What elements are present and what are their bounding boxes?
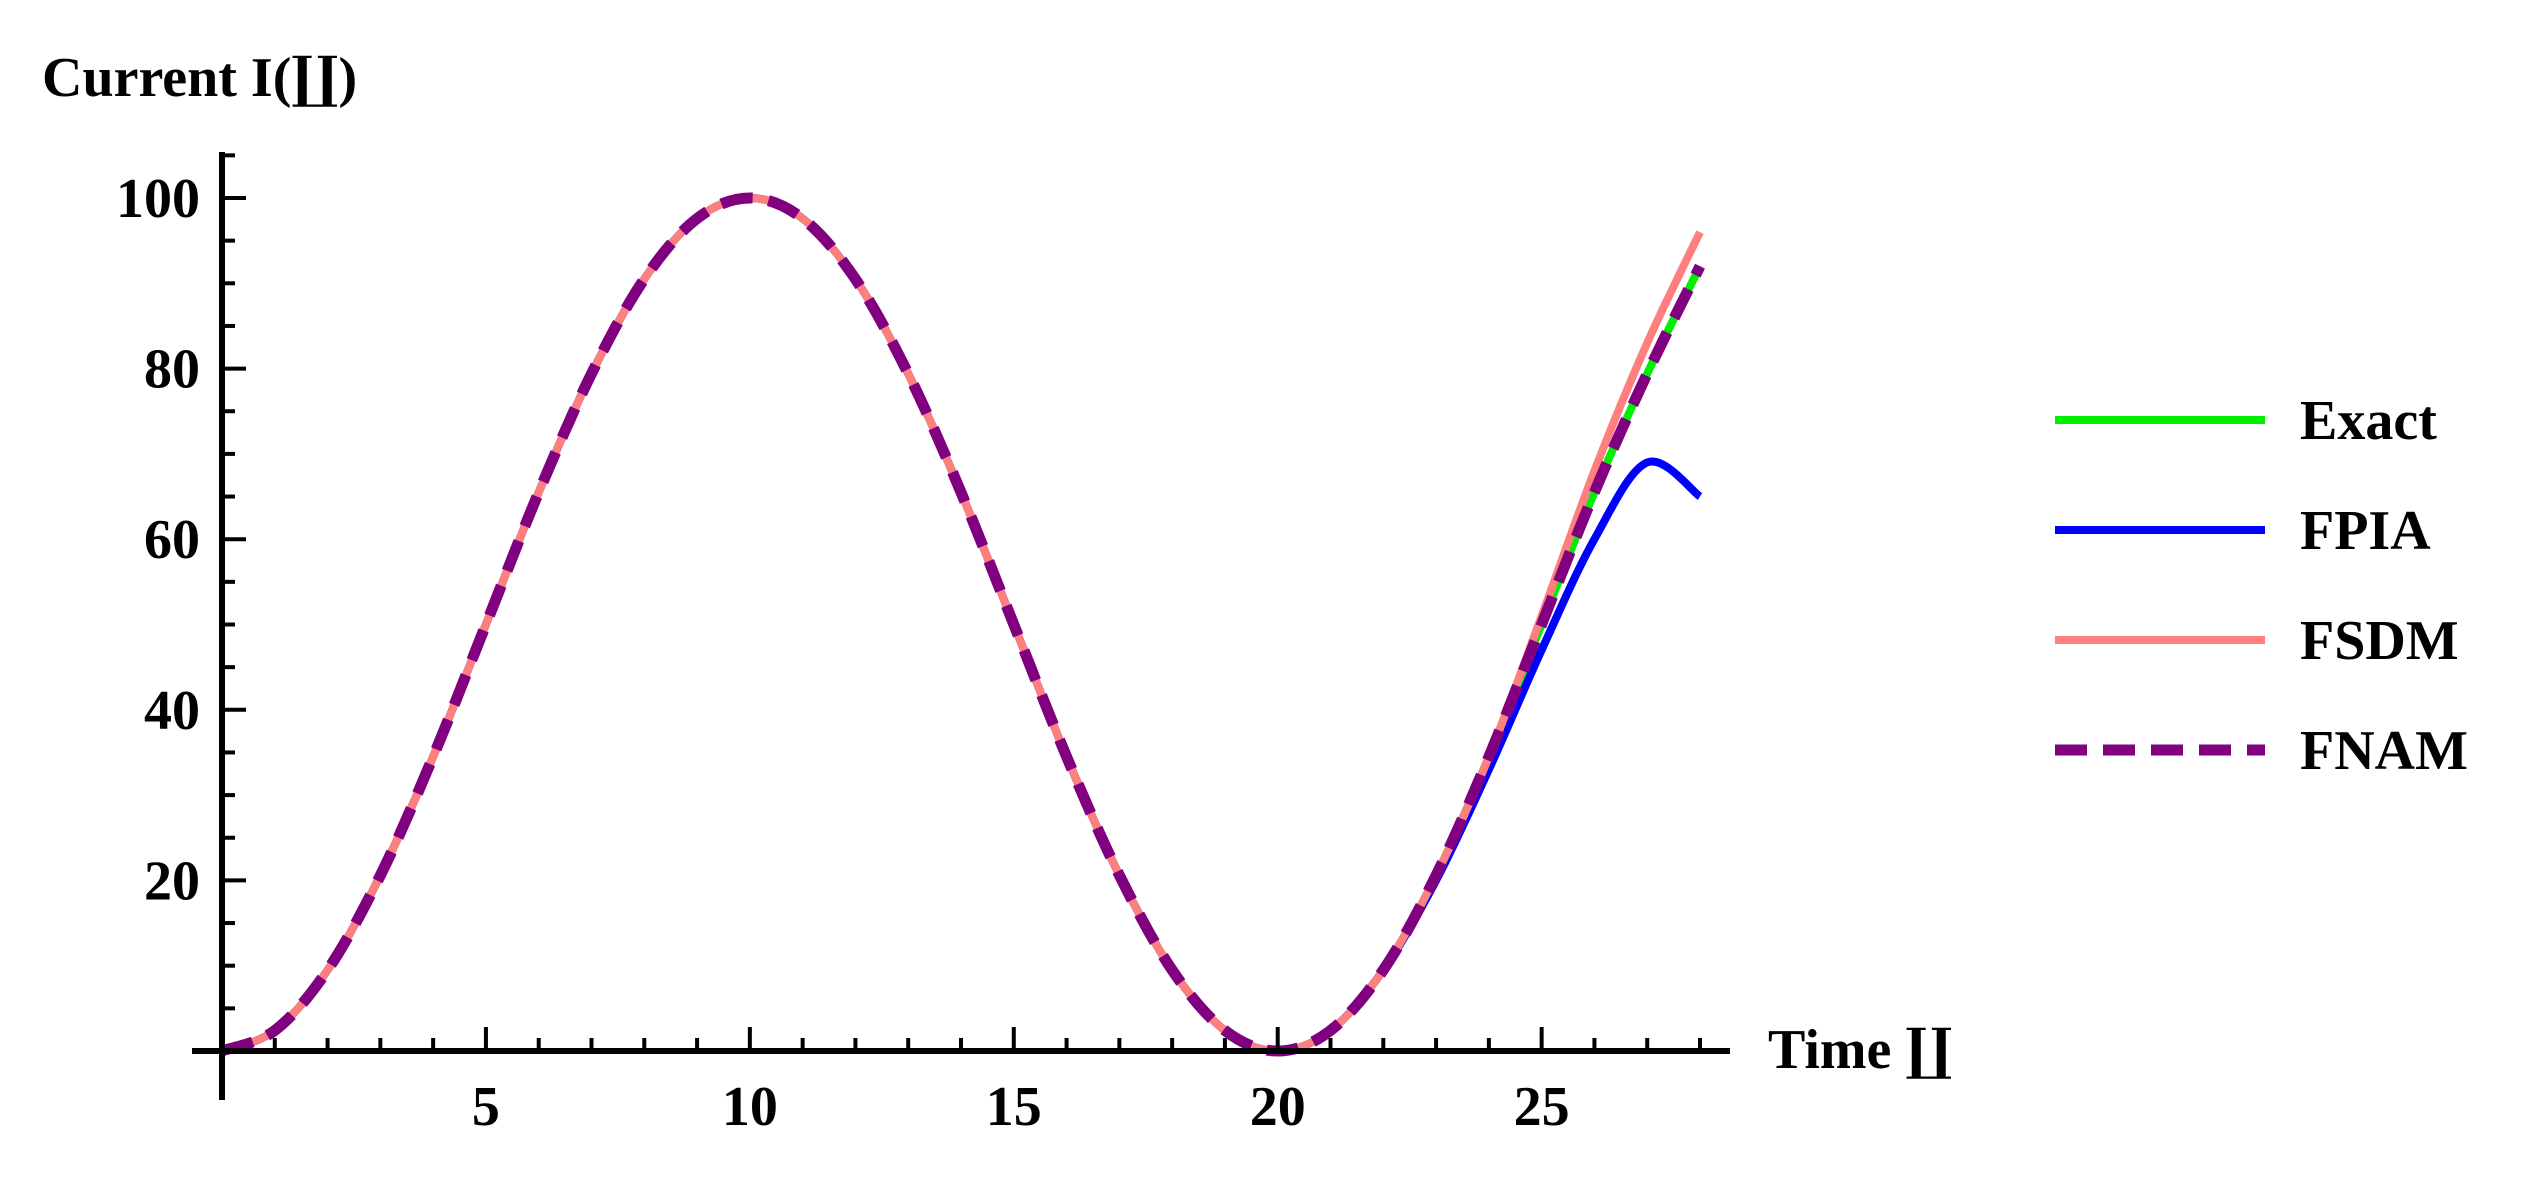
series-line-fpia	[220, 194, 1703, 1055]
legend: Exact FPIA FSDM FNAM	[2055, 390, 2468, 782]
series-line-exact	[220, 194, 1704, 1055]
y-tick-label: 60	[144, 509, 200, 571]
legend-label-fpia: FPIA	[2300, 500, 2431, 562]
x-axis-ticks: 5 10 15 20 25	[272, 1027, 1702, 1138]
series-line-fnam	[220, 192, 1705, 1057]
series-line-fsdm	[220, 194, 1704, 1055]
y-tick-label: 20	[144, 850, 200, 912]
legend-label-fnam: FNAM	[2300, 720, 2468, 782]
y-axis-title: Current I(∐)	[42, 47, 357, 109]
legend-label-exact: Exact	[2300, 390, 2437, 452]
series-layer	[220, 192, 1705, 1057]
x-tick-label: 20	[1250, 1076, 1306, 1138]
y-tick-label: 80	[144, 339, 200, 401]
x-tick-label: 5	[472, 1076, 500, 1138]
axes-layer: 5 10 15 20 25 20 40 60 80 100	[116, 152, 1730, 1138]
y-tick-label: 40	[144, 680, 200, 742]
x-tick-label: 15	[986, 1076, 1042, 1138]
legend-label-fsdm: FSDM	[2300, 610, 2459, 672]
x-tick-label: 25	[1514, 1076, 1570, 1138]
x-tick-label: 10	[722, 1076, 778, 1138]
y-axis-ticks: 20 40 60 80 100	[116, 153, 246, 1011]
y-tick-label: 100	[116, 168, 200, 230]
x-axis-title: Time ∐	[1768, 1019, 1953, 1081]
